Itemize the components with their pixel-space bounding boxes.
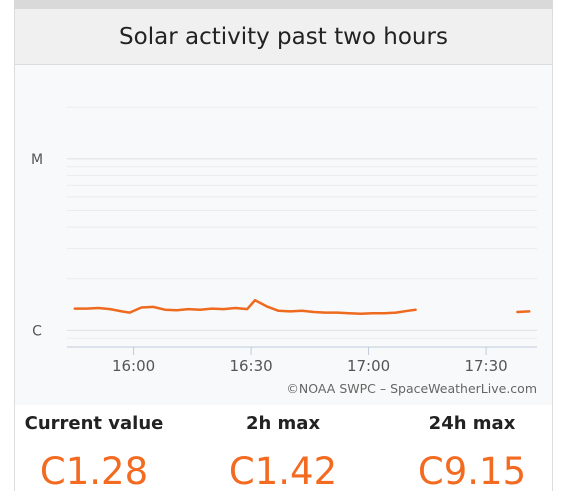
x-tick-label-0: 16:00: [112, 357, 155, 375]
y-tick-label-c: C: [32, 323, 42, 339]
card-title: Solar activity past two hours: [119, 23, 448, 50]
stat-24h-max-label: 24h max: [428, 413, 516, 434]
stat-24h-max-value: C9.15: [417, 450, 527, 493]
stat-2h-max: 2h max C1.42: [213, 405, 353, 493]
card-header: Solar activity past two hours: [15, 9, 552, 65]
stat-2h-max-value: C1.42: [228, 450, 338, 493]
xray-flux-chart: 16:00 16:30 17:00 17:30 C M ©NOAA SWPC – Space…: [31, 106, 537, 396]
flux-series-line-0: [73, 298, 417, 316]
stat-24h-max: 24h max C9.15: [402, 405, 542, 493]
stat-current-value: C1.28: [39, 450, 149, 493]
solar-activity-card: Solar activity past two hours 16:00 16:30…: [14, 9, 553, 493]
chart-area: 16:00 16:30 17:00 17:30 C M ©NOAA SWPC – Space…: [15, 65, 552, 405]
top-strip: [14, 0, 553, 9]
credit-text: ©NOAA SWPC – SpaceWeatherLive.com: [286, 381, 537, 396]
y-tick-label-m: M: [31, 152, 43, 168]
stat-current-label: Current value: [24, 413, 164, 434]
stat-current: Current value C1.28: [19, 405, 169, 493]
stat-2h-max-label: 2h max: [245, 413, 321, 434]
x-tick-label-1: 16:30: [229, 357, 272, 375]
x-tick-label-3: 17:30: [464, 357, 507, 375]
stats-row: Current value C1.28 2h max C1.42 24h max…: [15, 405, 552, 493]
x-tick-label-2: 17:00: [347, 357, 390, 375]
flux-series-line-1: [516, 310, 531, 314]
